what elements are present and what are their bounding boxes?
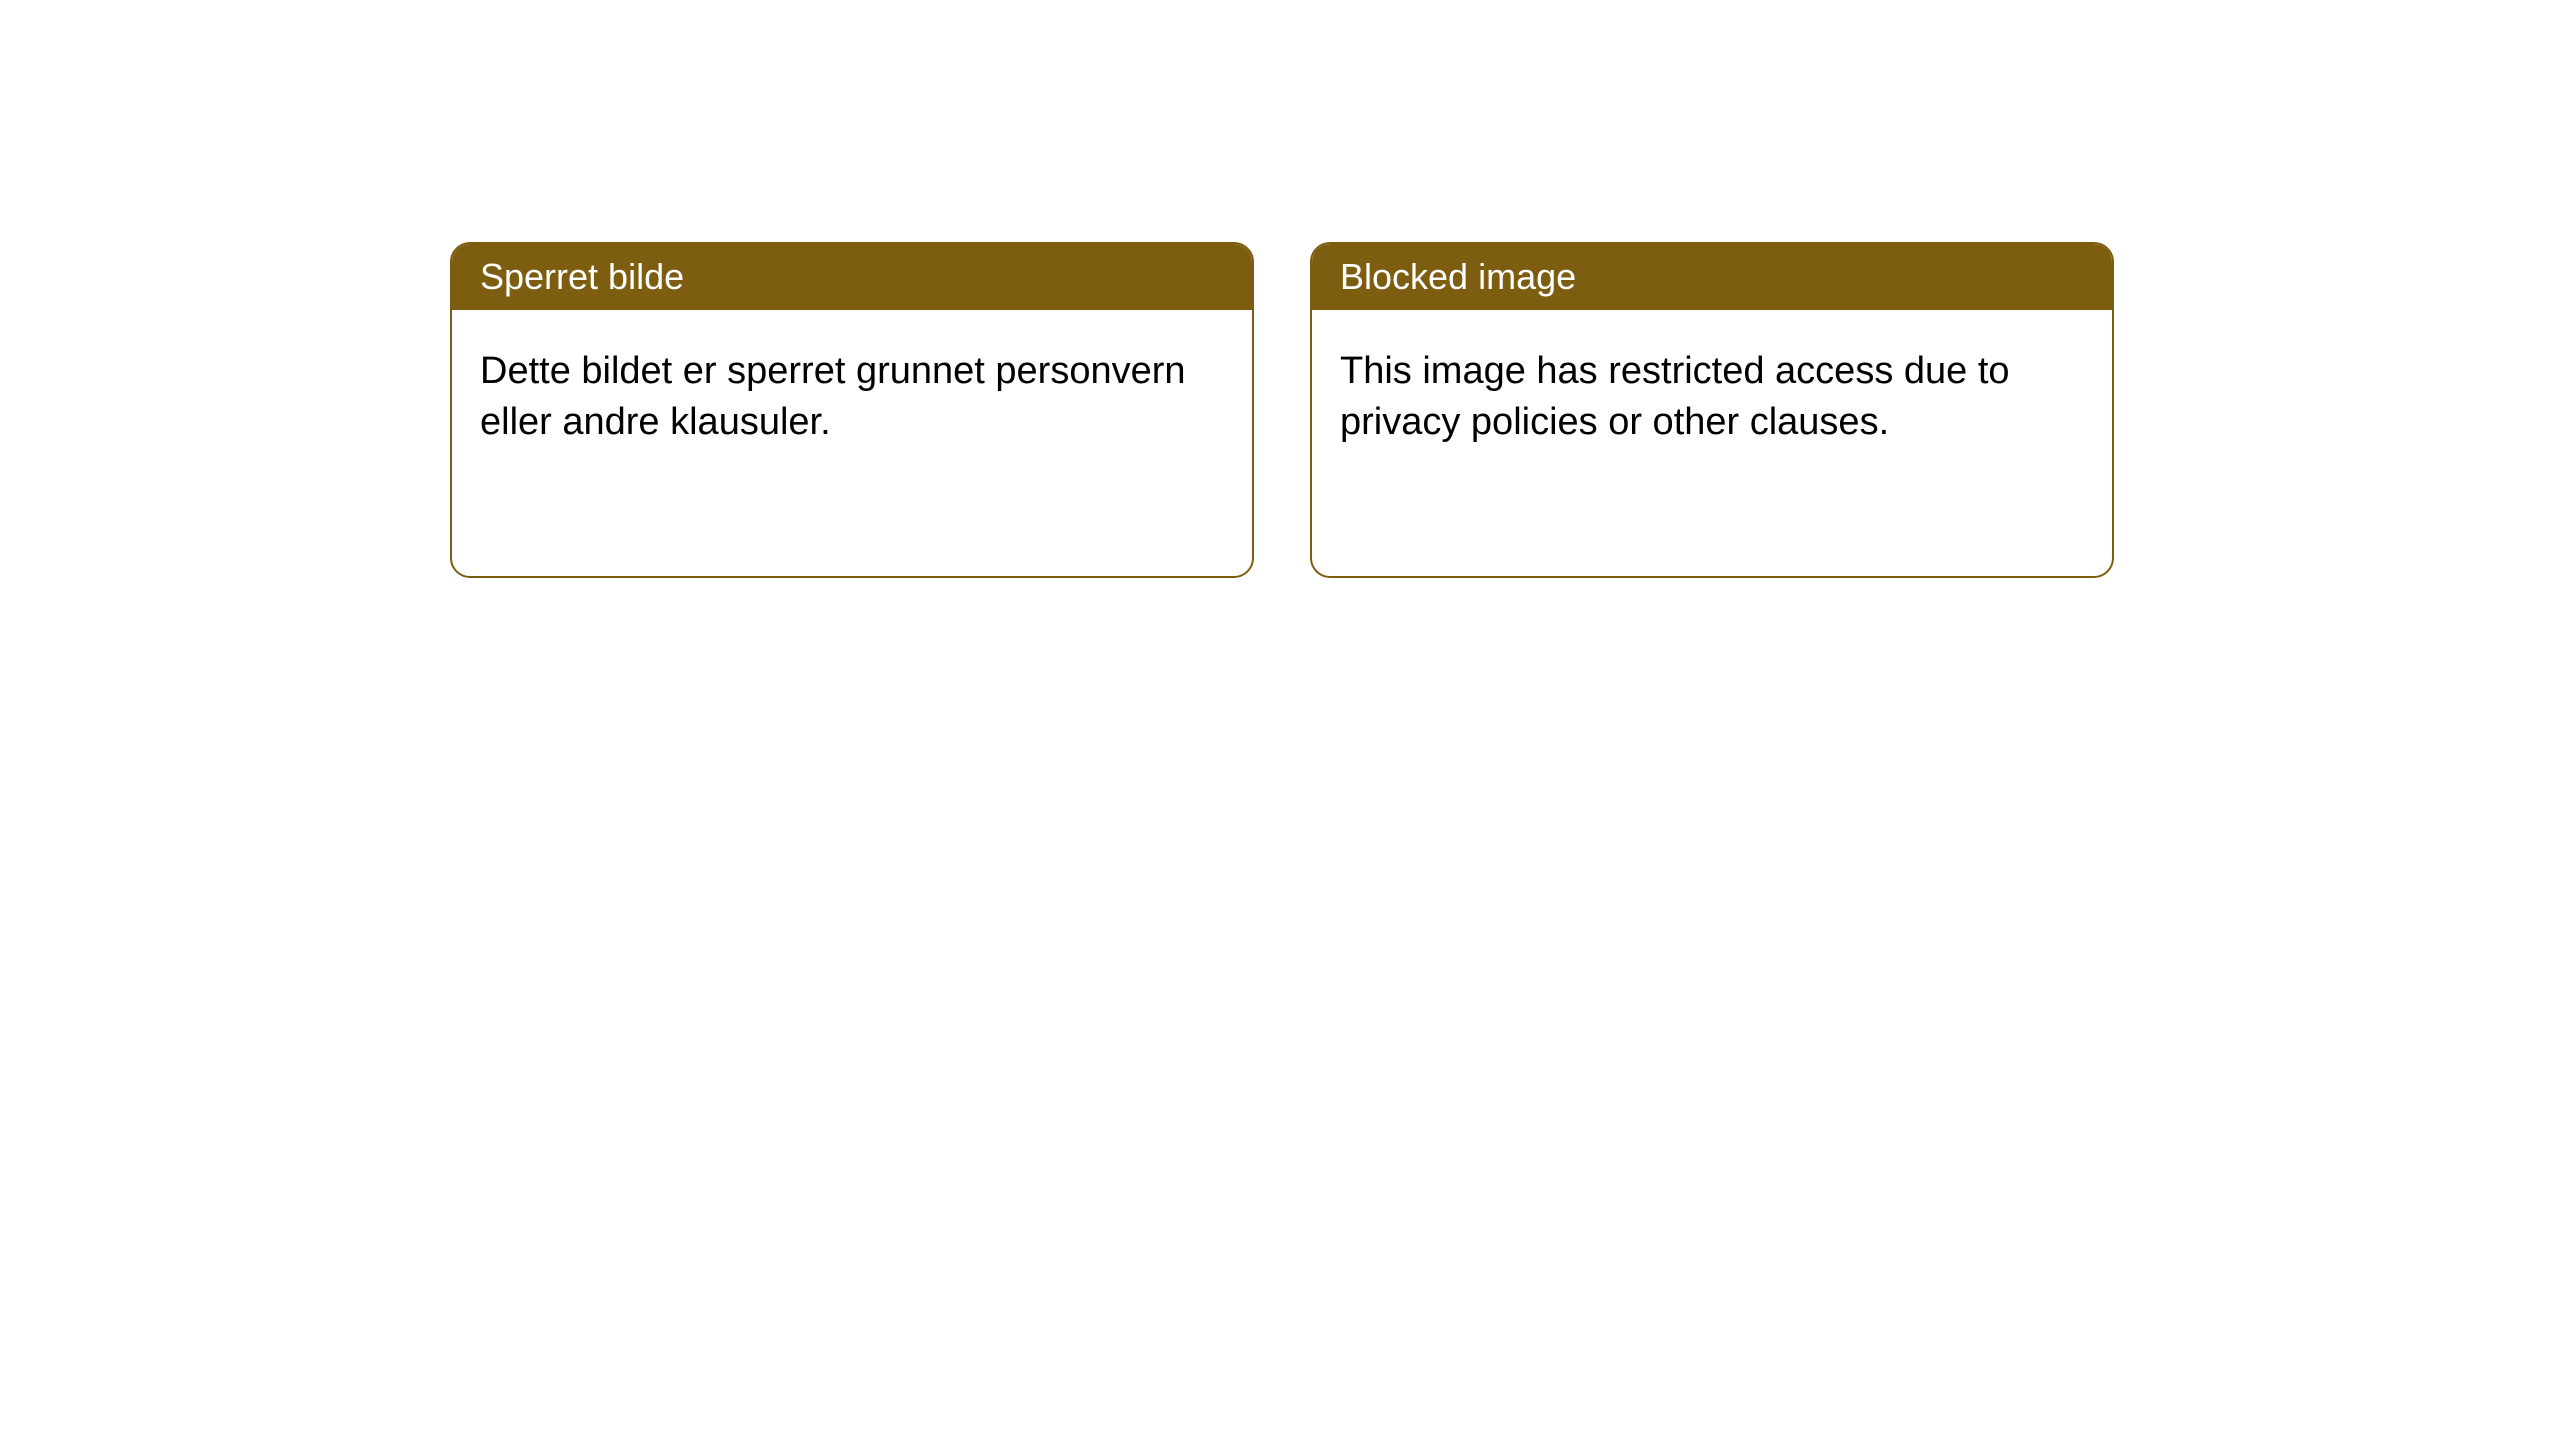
notice-card-english: Blocked image This image has restricted … [1310,242,2114,578]
notice-body-text: Dette bildet er sperret grunnet personve… [480,350,1186,443]
notice-body-text: This image has restricted access due to … [1340,350,2010,443]
notice-body: Dette bildet er sperret grunnet personve… [452,310,1252,485]
notice-header: Sperret bilde [452,244,1252,310]
notice-card-norwegian: Sperret bilde Dette bildet er sperret gr… [450,242,1254,578]
notice-title: Sperret bilde [480,256,684,297]
notice-title: Blocked image [1340,256,1576,297]
notice-body: This image has restricted access due to … [1312,310,2112,485]
notice-container: Sperret bilde Dette bildet er sperret gr… [450,242,2114,578]
notice-header: Blocked image [1312,244,2112,310]
